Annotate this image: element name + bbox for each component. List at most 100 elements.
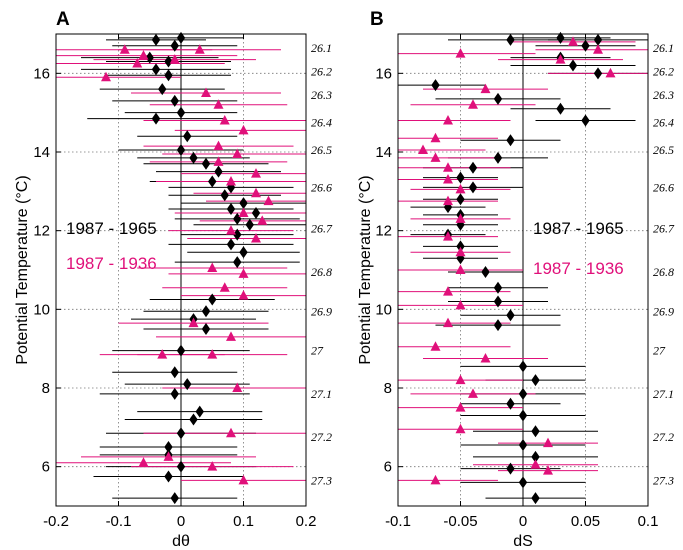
density-label: 26.9 xyxy=(311,304,332,318)
data-point-triangle xyxy=(430,474,441,485)
data-point-diamond xyxy=(183,130,192,143)
data-point-diamond xyxy=(176,344,186,357)
data-point-triangle xyxy=(163,451,174,461)
x-tick-label: -0.05 xyxy=(443,513,477,530)
data-point-diamond xyxy=(531,450,540,463)
data-point-triangle xyxy=(251,168,261,178)
data-point-diamond xyxy=(170,94,179,107)
data-point-diamond xyxy=(201,157,211,170)
data-point-triangle xyxy=(455,423,466,434)
data-point-diamond xyxy=(176,106,186,119)
data-point-triangle xyxy=(101,71,111,82)
data-point-triangle xyxy=(555,54,566,64)
density-label: 27 xyxy=(653,344,666,358)
data-point-triangle xyxy=(468,99,478,109)
data-point-triangle xyxy=(226,331,236,341)
data-point-diamond xyxy=(145,51,154,64)
data-point-triangle xyxy=(119,44,130,54)
y-tick-label: 6 xyxy=(384,459,392,476)
data-point-diamond xyxy=(518,439,528,452)
density-label: 26.7 xyxy=(311,222,333,236)
data-point-triangle xyxy=(213,99,224,109)
data-point-diamond xyxy=(201,323,211,335)
data-point-triangle xyxy=(543,465,553,475)
panel-label: B xyxy=(370,9,384,30)
data-point-triangle xyxy=(219,282,230,292)
data-point-triangle xyxy=(455,264,466,274)
density-label: 26.5 xyxy=(653,143,674,157)
y-tick-label: 14 xyxy=(33,144,50,161)
density-label: 27.1 xyxy=(653,387,674,401)
data-point-triangle xyxy=(593,44,603,54)
data-point-triangle xyxy=(238,290,249,300)
data-point-triangle xyxy=(188,317,199,328)
data-point-triangle xyxy=(455,299,466,310)
data-point-triangle xyxy=(443,174,453,184)
data-point-triangle xyxy=(443,286,453,296)
data-point-triangle xyxy=(251,187,261,198)
density-label: 26.6 xyxy=(311,180,332,194)
data-point-diamond xyxy=(456,252,465,265)
data-point-diamond xyxy=(468,181,478,194)
data-point-diamond xyxy=(151,112,161,125)
data-point-triangle xyxy=(138,457,149,467)
data-point-diamond xyxy=(493,295,503,308)
data-point-diamond xyxy=(208,293,217,306)
data-point-diamond xyxy=(233,256,242,269)
data-point-diamond xyxy=(456,171,465,184)
data-point-diamond xyxy=(176,427,186,440)
data-point-diamond xyxy=(170,387,179,400)
data-point-triangle xyxy=(157,349,168,359)
data-point-diamond xyxy=(220,189,229,202)
data-point-diamond xyxy=(556,31,565,44)
density-label: 26.1 xyxy=(653,41,674,55)
density-label: 26.2 xyxy=(311,64,332,78)
data-point-diamond xyxy=(431,79,440,92)
data-point-triangle xyxy=(455,48,466,58)
data-point-diamond xyxy=(518,387,528,400)
data-point-diamond xyxy=(164,69,173,82)
x-axis-label: dS xyxy=(513,533,533,550)
legend-entry: 1987 - 1965 xyxy=(66,219,157,238)
data-point-diamond xyxy=(151,63,161,76)
data-point-diamond xyxy=(176,144,186,157)
data-point-diamond xyxy=(183,378,192,391)
data-point-diamond xyxy=(151,33,161,46)
data-point-triangle xyxy=(443,115,453,125)
density-label: 27.3 xyxy=(653,473,674,487)
data-point-triangle xyxy=(605,67,616,78)
data-point-triangle xyxy=(443,195,453,206)
data-point-triangle xyxy=(201,87,211,97)
data-point-diamond xyxy=(239,197,248,210)
data-point-diamond xyxy=(556,102,565,115)
data-point-diamond xyxy=(233,228,242,241)
data-point-diamond xyxy=(226,181,236,194)
density-label: 26.3 xyxy=(311,88,332,102)
y-tick-label: 10 xyxy=(33,301,50,318)
data-point-diamond xyxy=(170,366,179,379)
data-point-triangle xyxy=(251,233,261,243)
data-point-triangle xyxy=(238,124,249,135)
legend-entry: 1987 - 1965 xyxy=(533,219,624,238)
data-point-triangle xyxy=(232,382,243,392)
density-label: 26.6 xyxy=(653,180,674,194)
data-point-diamond xyxy=(245,218,254,231)
data-point-triangle xyxy=(543,437,553,448)
data-point-triangle xyxy=(430,132,441,143)
legend-entry: 1987 - 1936 xyxy=(66,254,157,273)
data-point-diamond xyxy=(593,33,603,46)
density-label: 26.9 xyxy=(653,304,674,318)
data-point-triangle xyxy=(226,176,236,186)
data-point-diamond xyxy=(493,319,503,332)
density-label: 27.1 xyxy=(311,387,332,401)
y-tick-label: 6 xyxy=(42,459,50,476)
data-point-diamond xyxy=(214,165,223,178)
data-point-diamond xyxy=(176,460,186,473)
density-label: 26.8 xyxy=(311,265,332,279)
data-point-triangle xyxy=(480,83,491,94)
density-label: 26.4 xyxy=(653,116,674,130)
data-point-diamond xyxy=(164,470,173,483)
data-point-diamond xyxy=(518,360,528,373)
density-label: 26.8 xyxy=(653,265,674,279)
data-point-triangle xyxy=(418,144,428,155)
